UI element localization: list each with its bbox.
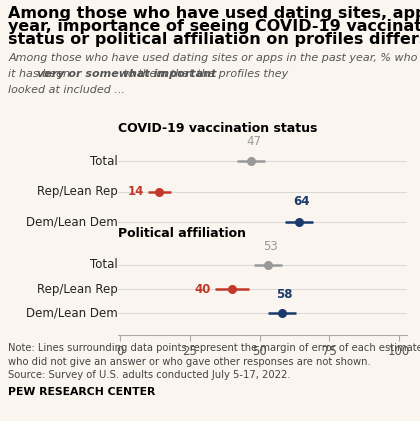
Text: very or somewhat important: very or somewhat important xyxy=(37,69,216,79)
Text: 64: 64 xyxy=(293,195,310,208)
Text: it has been: it has been xyxy=(8,69,74,79)
Text: Source: Survey of U.S. adults conducted July 5-17, 2022.: Source: Survey of U.S. adults conducted … xyxy=(8,370,291,380)
Text: who did not give an answer or who gave other responses are not shown.: who did not give an answer or who gave o… xyxy=(8,357,371,367)
Text: Dem/Lean Dem: Dem/Lean Dem xyxy=(26,216,118,229)
Text: Dem/Lean Dem: Dem/Lean Dem xyxy=(26,307,118,320)
Text: 14: 14 xyxy=(128,185,144,198)
Text: looked at included ...: looked at included ... xyxy=(8,85,125,95)
Text: 40: 40 xyxy=(194,282,211,296)
Text: Note: Lines surrounding data points represent the margin of error of each estima: Note: Lines surrounding data points repr… xyxy=(8,343,420,353)
Text: Among those who have used dating sites or apps in the past year, % who say: Among those who have used dating sites o… xyxy=(8,53,420,63)
Text: 47: 47 xyxy=(247,134,262,147)
Text: PEW RESEARCH CENTER: PEW RESEARCH CENTER xyxy=(8,387,156,397)
Text: Total: Total xyxy=(90,155,118,168)
Text: Political affiliation: Political affiliation xyxy=(118,227,246,240)
Text: Among those who have used dating sites, apps in past: Among those who have used dating sites, … xyxy=(8,6,420,21)
Text: 58: 58 xyxy=(276,288,293,301)
Text: Total: Total xyxy=(90,258,118,271)
Text: 53: 53 xyxy=(263,240,278,253)
Text: to them that the profiles they: to them that the profiles they xyxy=(120,69,289,79)
Text: COVID-19 vaccination status: COVID-19 vaccination status xyxy=(118,123,317,135)
Text: Rep/Lean Rep: Rep/Lean Rep xyxy=(37,282,118,296)
Text: year, importance of seeing COVID-19 vaccination: year, importance of seeing COVID-19 vacc… xyxy=(8,19,420,34)
Text: status or political affiliation on profiles differs by party: status or political affiliation on profi… xyxy=(8,32,420,47)
Text: Rep/Lean Rep: Rep/Lean Rep xyxy=(37,185,118,198)
